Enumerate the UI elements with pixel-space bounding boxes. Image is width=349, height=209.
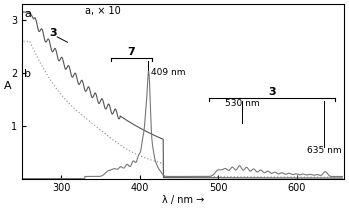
X-axis label: λ / nm →: λ / nm →	[162, 195, 204, 205]
Y-axis label: A: A	[4, 81, 12, 91]
Text: 530 nm: 530 nm	[224, 99, 259, 108]
Text: a: a	[24, 9, 31, 19]
Text: 635 nm: 635 nm	[307, 146, 342, 155]
Text: 409 nm: 409 nm	[151, 68, 185, 76]
Text: a, × 10: a, × 10	[85, 6, 120, 16]
Text: b: b	[24, 69, 31, 79]
Text: 3: 3	[268, 87, 276, 97]
Text: 7: 7	[127, 47, 135, 57]
Text: 3: 3	[49, 28, 57, 38]
